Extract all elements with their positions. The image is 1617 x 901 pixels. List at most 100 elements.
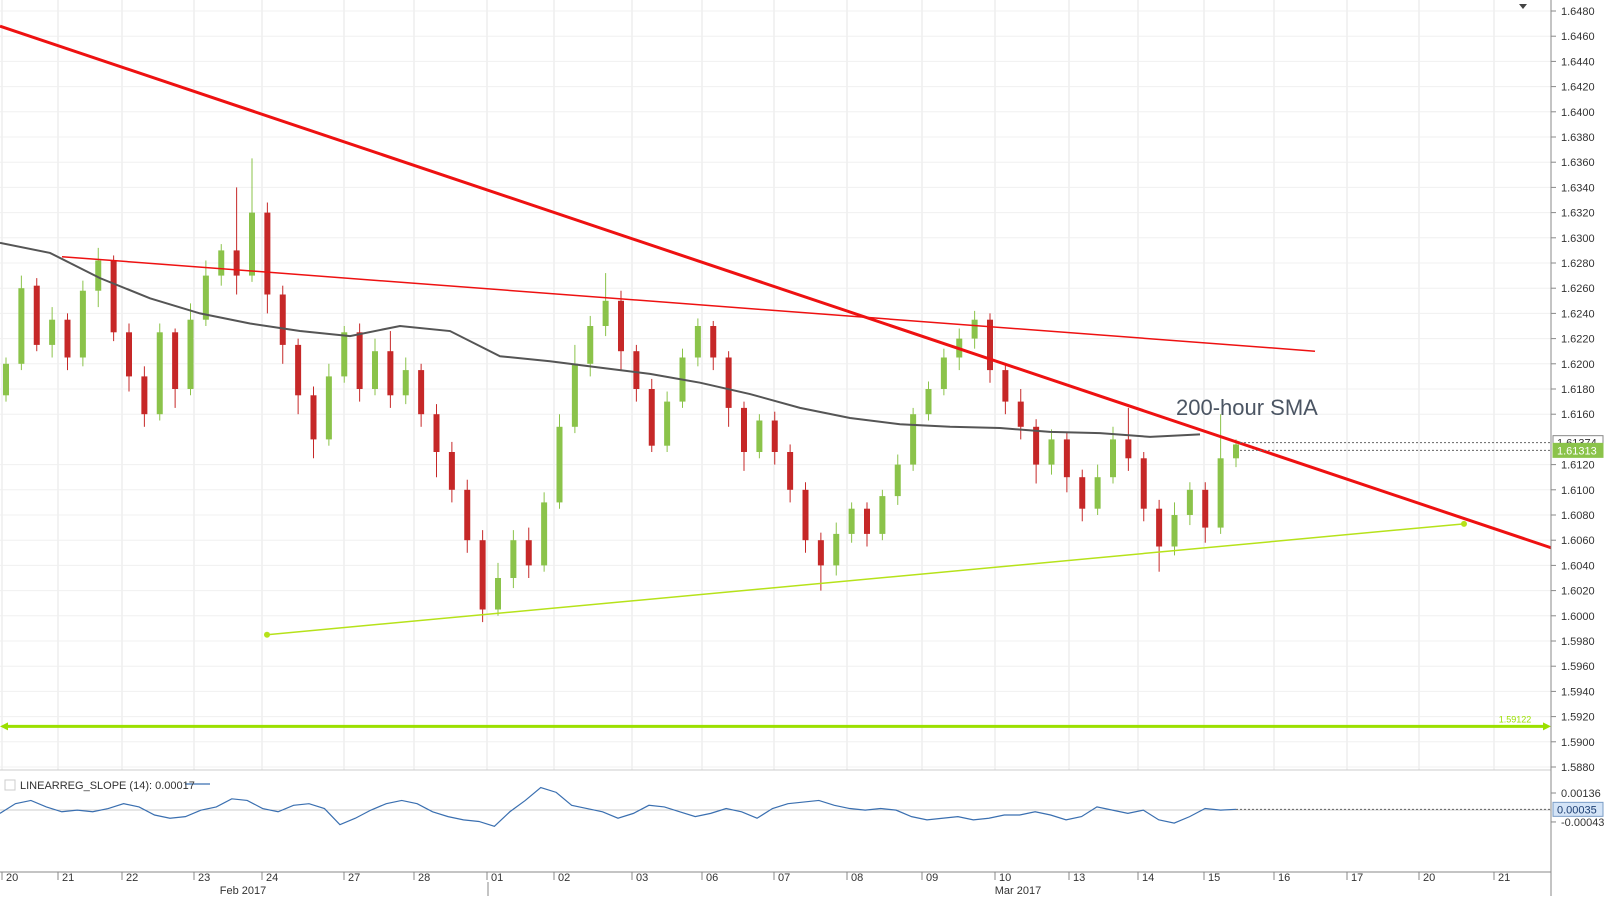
x-day-label: 06 [706,872,718,884]
candle-body [556,426,563,503]
candle-body [187,319,194,389]
candle-body [817,540,824,566]
y-tick-label: 1.6020 [1561,586,1595,598]
x-day-label: 09 [926,872,938,884]
grid [0,0,1551,811]
candle-body [341,332,348,377]
candle-body [864,508,870,534]
candle-body [664,401,671,446]
candle-body [126,332,132,377]
candle-body [372,351,378,389]
candle-body [987,319,993,371]
candle-body [1140,458,1147,509]
candle-body [325,376,332,440]
candle-body [833,533,840,566]
candle-body [1186,489,1193,515]
y-tick-label: 1.5940 [1561,686,1595,698]
candle-body [587,326,594,364]
x-day-label: 14 [1142,872,1154,884]
price-marker-box [1552,442,1604,458]
y-tick-label: 1.6120 [1561,460,1595,472]
candle-body [448,452,455,490]
candle-body [710,326,717,358]
candle-body [310,395,317,440]
price-marker-label: 1.61313 [1557,445,1597,457]
sma-200h-line [0,241,1201,438]
candle-body [525,540,532,566]
y-tick-label: 1.6400 [1561,107,1595,119]
y-tick-label: 1.6360 [1561,157,1595,169]
y-tick-label: 1.5900 [1561,737,1595,749]
x-day-label: 17 [1351,872,1363,884]
candle-body [1033,426,1040,465]
candle-body [648,389,655,446]
candle-body [495,578,501,610]
indicator-marker-label: 0.00035 [1557,804,1597,816]
indicator-tick-label: -0.00043 [1561,817,1604,829]
resistance-trendline-main [0,24,1552,550]
candle-body [602,300,609,326]
y-tick-label: 1.6460 [1561,31,1595,43]
support-anchor-point [264,631,270,638]
candle-body [925,389,932,415]
y-tick-label: 1.6040 [1561,560,1595,572]
candle-body [295,344,302,396]
indicator-title: LINEARREG_SLOPE (14): 0.00017 [20,780,195,792]
candle-body [279,294,286,345]
resistance-trendline-upper [61,255,1316,352]
candle-body [79,290,86,358]
x-day-label: 24 [266,872,278,884]
candle-body [848,508,855,534]
candle-body [571,363,578,427]
candle-body [940,357,947,389]
candle-body [141,376,148,415]
x-day-label: 07 [778,872,790,884]
candle-body [249,212,255,276]
x-day-label: 20 [6,872,18,884]
level-arrow-right [1543,722,1551,731]
candle-body [464,489,471,541]
linearreg-slope-line [0,786,1237,828]
y-tick-label: 1.6160 [1561,409,1595,421]
x-day-label: 22 [126,872,138,884]
candle-body [264,212,271,295]
candle-body [618,300,624,352]
candle-body [1202,489,1209,528]
candle-body [18,288,25,364]
candle-body [725,357,732,408]
y-tick-label: 1.5960 [1561,661,1595,673]
indicator-tick-label: 0.00136 [1561,788,1601,800]
candle-body [894,464,901,497]
y-tick-label: 1.6220 [1561,334,1595,346]
candle-body [910,414,917,465]
x-month-label: Mar 2017 [995,885,1041,896]
y-tick-label: 1.6380 [1561,132,1595,144]
x-day-label: 03 [636,872,648,884]
x-day-label: 08 [851,872,863,884]
candle-body [1094,477,1101,509]
candle-body [95,260,102,291]
candle-body [802,489,809,541]
x-day-label: 15 [1208,872,1220,884]
candle-body [633,351,640,389]
candle-body [64,319,71,358]
indicator-marker-box [1552,801,1604,817]
x-day-label: 01 [491,872,503,884]
candle-body [172,332,179,389]
y-tick-label: 1.6240 [1561,308,1595,320]
y-tick-label: 1.6260 [1561,283,1595,295]
y-tick-label: 1.6440 [1561,56,1595,68]
indicator-legend-checkbox [4,779,16,791]
y-tick-label: 1.6060 [1561,535,1595,547]
candle-body [1048,439,1055,465]
y-tick-label: 1.6200 [1561,359,1595,371]
indicator-plot [0,779,1551,828]
level-arrow-left [0,722,8,731]
candle-body [202,275,209,320]
horizontal-level-label: 1.59122 [1499,714,1532,724]
x-day-label: 28 [418,872,430,884]
candle-body [510,540,517,578]
